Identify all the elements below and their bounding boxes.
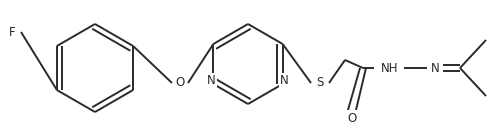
Text: S: S [316, 76, 324, 89]
Text: NH: NH [381, 61, 399, 75]
Text: N: N [431, 61, 439, 75]
Text: O: O [175, 76, 185, 89]
Text: F: F [9, 26, 15, 38]
Text: N: N [207, 75, 216, 87]
Text: O: O [347, 112, 357, 124]
Text: N: N [280, 75, 289, 87]
